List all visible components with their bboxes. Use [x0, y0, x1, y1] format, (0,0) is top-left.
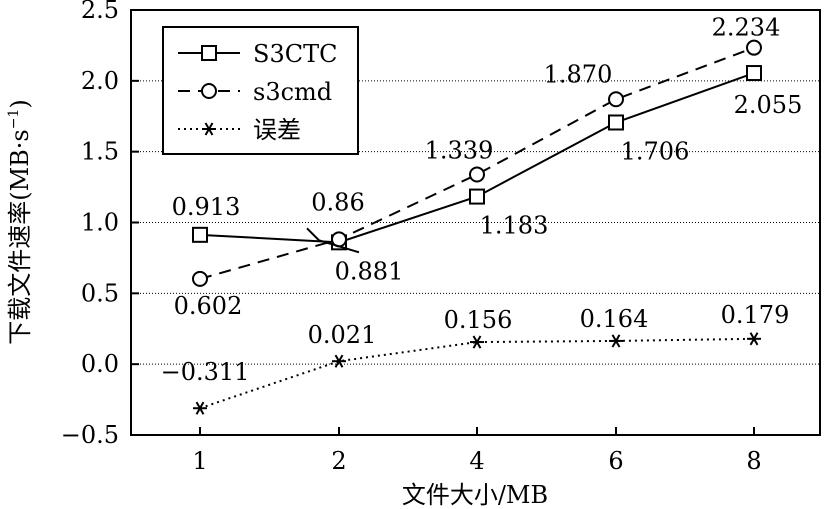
y-axis-title-main: 下载文件速率(MB·s — [6, 129, 34, 345]
data-label: 0.881 — [335, 257, 404, 285]
data-label: 0.602 — [174, 292, 243, 320]
series-line — [199, 337, 755, 410]
y-tick-label: 2.5 — [81, 0, 119, 24]
y-axis-title-close: ) — [6, 99, 34, 108]
asterisk-marker — [747, 332, 761, 346]
legend-label: S3CTC — [253, 40, 337, 68]
legend-box — [162, 26, 359, 155]
data-label: 0.913 — [172, 193, 241, 221]
y-tick-label: 1.0 — [81, 209, 119, 237]
asterisk-stroke — [611, 334, 621, 348]
x-tick-label: 6 — [608, 447, 623, 475]
data-label: 0.164 — [580, 305, 649, 333]
asterisk-stroke — [749, 332, 759, 346]
square-marker — [192, 226, 208, 243]
data-label: −0.311 — [161, 358, 250, 386]
asterisk-stroke — [334, 354, 344, 368]
y-tick-label: 0.0 — [81, 350, 119, 378]
series-line — [199, 46, 755, 280]
asterisk-marker — [609, 334, 623, 348]
circle-marker — [192, 270, 208, 287]
circle-marker — [469, 166, 485, 183]
y-tick-label: 1.5 — [81, 138, 119, 166]
x-axis-title: 文件大小/MB — [402, 481, 548, 509]
legend: S3CTC s3cmd 误差 — [162, 26, 359, 155]
data-label: 0.156 — [444, 306, 513, 334]
square-marker — [201, 45, 217, 61]
data-label: 0.86 — [311, 188, 364, 216]
data-label: 1.870 — [544, 60, 613, 88]
square-marker — [608, 114, 624, 131]
y-tick-label: −0.5 — [61, 421, 119, 449]
x-tick-label: 2 — [331, 447, 346, 475]
asterisk-stroke — [195, 401, 205, 415]
circle-marker — [746, 39, 762, 56]
x-tick-label: 8 — [746, 447, 761, 475]
circle-marker — [201, 83, 217, 99]
asterisk-marker — [193, 401, 207, 415]
asterisk-stroke — [204, 122, 214, 136]
data-label: 1.706 — [621, 137, 690, 165]
series-lines — [192, 39, 762, 415]
asterisk-marker — [470, 335, 484, 349]
data-label: 2.055 — [734, 91, 803, 119]
square-marker — [746, 65, 762, 82]
data-labels: 0.913 0.86 1.183 1.706 2.055 0.602 0.881 1.339 1… — [161, 14, 803, 387]
label-leader-line — [306, 227, 360, 254]
x-tick-label: 4 — [469, 447, 484, 475]
data-label: 0.179 — [721, 301, 790, 329]
data-label: 1.183 — [480, 212, 549, 240]
circle-marker — [608, 91, 624, 108]
data-label: 0.021 — [308, 321, 377, 349]
asterisk-stroke — [472, 335, 482, 349]
y-tick-label: 0.5 — [81, 279, 119, 307]
y-axis-title-exponent: −1 — [6, 109, 22, 130]
legend-label: s3cmd — [253, 78, 332, 106]
y-tick-label: 2.0 — [81, 67, 119, 95]
y-axis-title: 下载文件速率(MB·s−1) — [6, 99, 34, 345]
square-marker — [469, 188, 485, 205]
x-tick-label: 1 — [192, 447, 207, 475]
asterisk-marker — [202, 122, 216, 136]
axes: −0.5 0.0 0.5 1.0 1.5 2.0 2.5 1 2 4 6 8 文件大小/MB 下载文件速率… — [6, 0, 821, 509]
legend-label: 误差 — [253, 116, 301, 144]
data-label: 2.234 — [712, 14, 781, 42]
asterisk-marker — [332, 354, 346, 368]
data-label: 1.339 — [425, 136, 494, 164]
